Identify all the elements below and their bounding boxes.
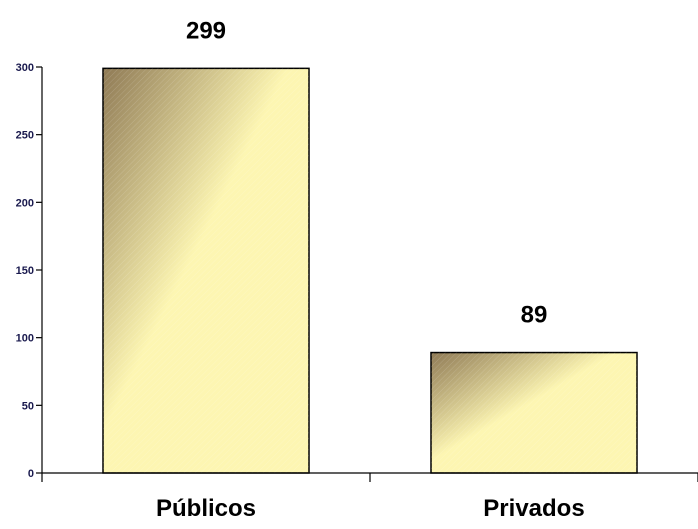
data-label: 299 xyxy=(186,17,226,44)
category-label: Privados xyxy=(483,495,584,522)
y-tick-label: 200 xyxy=(16,197,34,209)
y-tick-label: 50 xyxy=(22,400,34,412)
data-label: 89 xyxy=(521,302,548,329)
labels-layer: 299 Públicos 89 Privados xyxy=(156,17,585,522)
bar-texture xyxy=(431,352,637,473)
y-tick-label: 100 xyxy=(16,333,34,345)
y-tick-label: 300 xyxy=(16,62,34,74)
category-label: Públicos xyxy=(156,495,256,522)
bar-texture xyxy=(103,68,309,473)
axes-layer: 0 50 100 150 200 250 300 xyxy=(16,62,698,482)
y-tick-label: 150 xyxy=(16,265,34,277)
bars-layer xyxy=(102,67,638,474)
y-tick-label: 0 xyxy=(28,468,34,480)
y-tick-label: 250 xyxy=(16,130,34,142)
